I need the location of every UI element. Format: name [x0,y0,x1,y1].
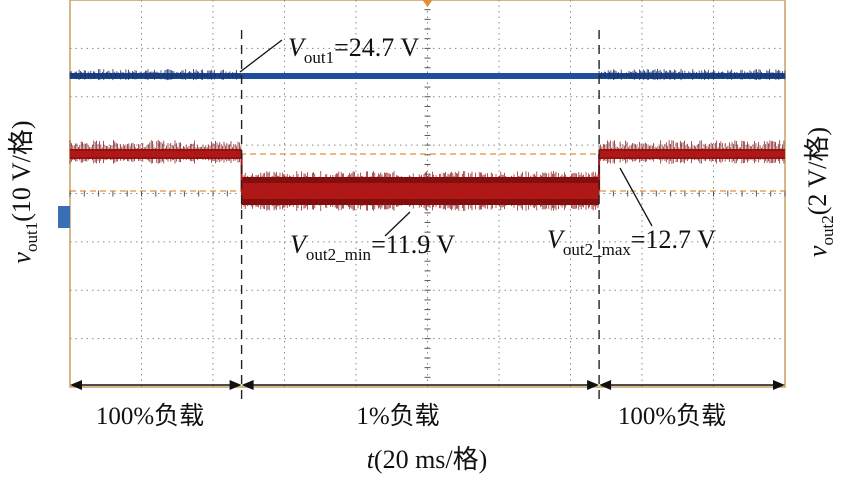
svg-text:Vout1=24.7 V: Vout1=24.7 V [288,33,419,67]
leader-vout2-min [384,211,411,237]
vout1-annot-sub: out1 [304,48,334,67]
arrow-head-left [241,380,254,390]
vout2-max-annot-sub: out2_max [563,240,631,259]
arrow-head-right [229,380,242,390]
arrow-head-right [773,380,785,390]
vout1-annot-v: V [288,33,307,62]
svg-text:Vout2_max=12.7 V: Vout2_max=12.7 V [547,225,716,259]
leader-vout1 [239,39,283,73]
segment-label-2: 1%负载 [356,402,439,430]
svg-text:Vout2_min=11.9 V: Vout2_min=11.9 V [290,230,455,264]
trace-vout2-core [241,183,600,199]
vout2-min-annot-sub: out2_min [306,245,372,264]
trace-vout2-core [70,151,242,157]
trigger-marker [422,0,433,7]
markers [70,30,785,405]
annotation-vout2-min: Vout2_min=11.9 V [290,230,455,264]
arrow-head-right [587,380,600,390]
arrow-head-left [70,380,82,390]
y-axis-left-label: vout1(10 V/格) [7,120,41,263]
y-axis-right-label: vout2(2 V/格) [803,127,837,257]
segment-label-1: 100%负载 [96,402,204,430]
x-axis-label: t(20 ms/格) [367,445,488,474]
trace-vout1-band [241,73,600,79]
traces [69,69,786,211]
ground-marker [58,206,70,228]
annotation-vout1: Vout1=24.7 V [288,33,419,67]
annotation-vout2-max: Vout2_max=12.7 V [547,225,716,259]
trace-vout2-core [599,151,785,157]
vout2-max-annot-v: V [547,225,566,254]
vout1-annot-value: =24.7 V [334,33,419,62]
segment-label-3: 100%负载 [618,402,726,430]
leader-vout2-max [619,167,653,227]
vout2-min-annot-v: V [290,230,309,259]
arrow-head-left [599,380,612,390]
vout2-min-annot-value: =11.9 V [371,230,455,259]
vout2-max-annot-value: =12.7 V [631,225,716,254]
trace-vout1-band [599,73,785,79]
